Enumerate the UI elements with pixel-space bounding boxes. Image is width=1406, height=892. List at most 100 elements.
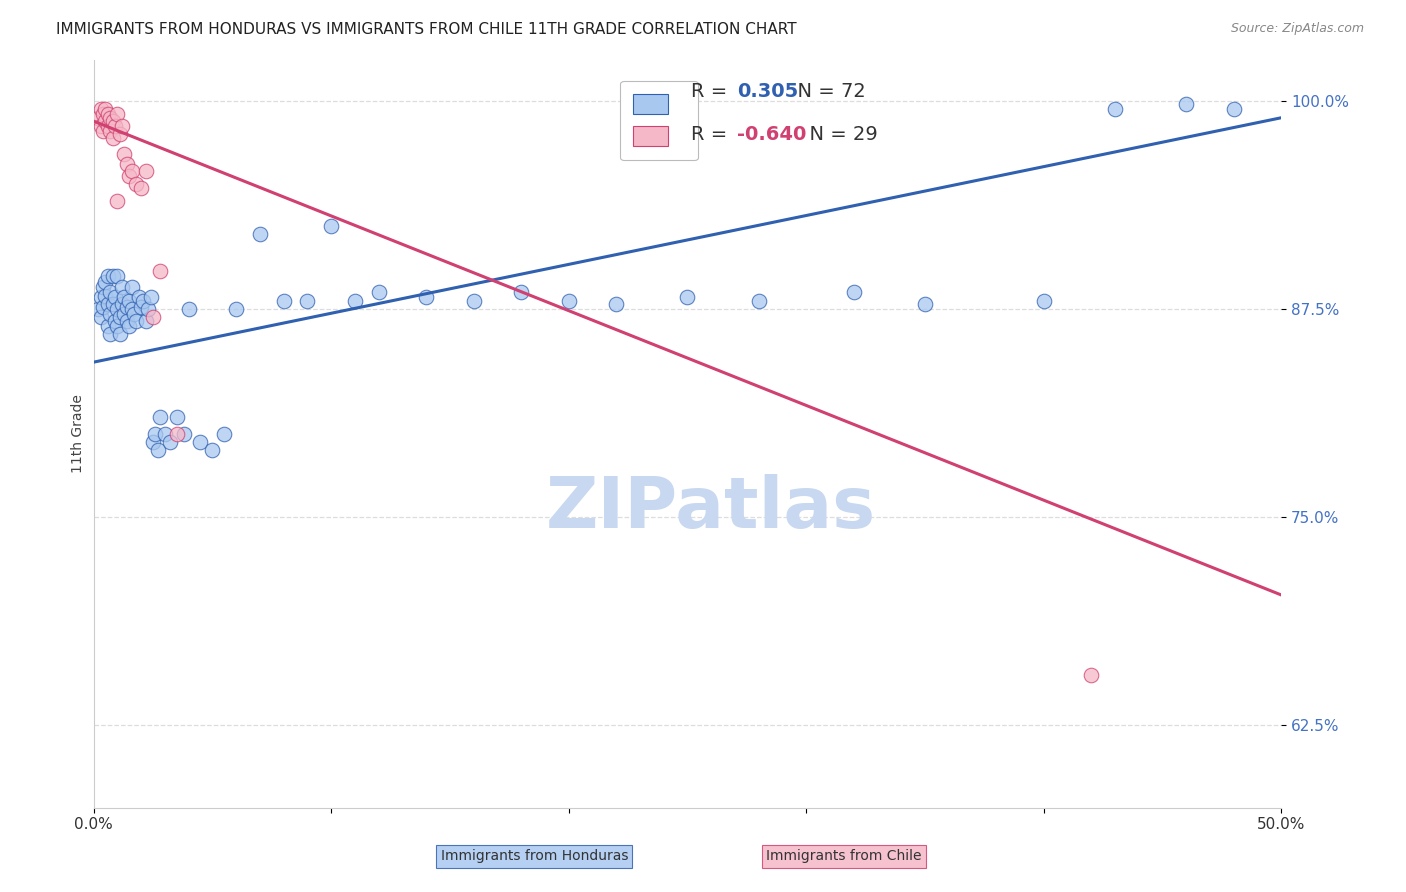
Point — [1222, 103, 1244, 117]
Point — [91, 280, 114, 294]
Point — [136, 301, 159, 316]
Point — [94, 276, 117, 290]
Point — [166, 410, 188, 425]
Point — [135, 164, 157, 178]
Point — [108, 128, 131, 142]
Point — [118, 318, 141, 333]
Point — [367, 285, 389, 300]
Point — [91, 124, 114, 138]
Point — [115, 313, 138, 327]
Point — [201, 443, 224, 458]
Point — [98, 285, 121, 300]
Point — [90, 103, 112, 117]
Point — [97, 318, 120, 333]
Legend: , : , — [620, 80, 697, 161]
Point — [101, 297, 124, 311]
Point — [114, 307, 136, 321]
Text: ZIPatlas: ZIPatlas — [546, 474, 876, 543]
Point — [108, 326, 131, 341]
Point — [98, 124, 121, 138]
Point — [1080, 667, 1102, 681]
Point — [842, 285, 865, 300]
Point — [91, 301, 114, 315]
Point — [90, 310, 112, 325]
Text: 0.305: 0.305 — [737, 82, 799, 101]
Point — [149, 264, 172, 278]
Point — [142, 310, 165, 325]
Point — [97, 297, 120, 311]
Point — [114, 290, 136, 304]
Point — [166, 426, 188, 441]
Point — [914, 297, 936, 311]
Point — [146, 443, 169, 458]
Point — [104, 290, 127, 304]
Point — [132, 293, 155, 308]
Point — [121, 280, 143, 294]
Y-axis label: 11th Grade: 11th Grade — [72, 394, 86, 473]
Point — [121, 164, 143, 178]
Text: -0.640: -0.640 — [737, 125, 807, 144]
Point — [94, 103, 117, 117]
Point — [105, 318, 128, 333]
Point — [273, 293, 295, 308]
Point — [115, 157, 138, 171]
Point — [748, 293, 770, 308]
Point — [129, 180, 152, 194]
Point — [94, 114, 117, 128]
Point — [122, 307, 145, 321]
Point — [111, 119, 134, 133]
Point — [135, 313, 157, 327]
Point — [463, 293, 485, 308]
Point — [97, 268, 120, 283]
Point — [104, 119, 127, 133]
Point — [105, 194, 128, 208]
Point — [129, 301, 152, 315]
Point — [297, 293, 319, 308]
Point — [1032, 293, 1054, 308]
Point — [114, 147, 136, 161]
Point — [212, 426, 235, 441]
Point — [676, 290, 699, 304]
Point — [87, 301, 110, 316]
Point — [91, 107, 114, 121]
Point — [90, 119, 112, 133]
Point — [125, 313, 148, 327]
Point — [101, 268, 124, 283]
Point — [159, 434, 181, 449]
Point — [105, 268, 128, 283]
Point — [97, 107, 120, 121]
Point — [101, 130, 124, 145]
Text: N = 72: N = 72 — [785, 82, 866, 101]
Point — [149, 410, 172, 425]
Point — [605, 297, 627, 311]
Point — [87, 111, 110, 125]
Point — [225, 301, 247, 316]
Point — [105, 301, 128, 316]
Point — [139, 290, 162, 304]
Point — [125, 178, 148, 192]
Point — [115, 301, 138, 315]
Point — [249, 227, 271, 242]
Point — [142, 434, 165, 449]
Point — [190, 434, 212, 449]
Point — [108, 310, 131, 325]
Text: R =: R = — [690, 125, 734, 144]
Point — [111, 280, 134, 294]
Point — [177, 301, 200, 316]
Point — [98, 326, 121, 341]
Point — [118, 293, 141, 308]
Point — [104, 313, 127, 327]
Point — [118, 169, 141, 183]
Point — [121, 301, 143, 316]
Point — [143, 426, 166, 441]
Point — [1104, 103, 1126, 117]
Point — [173, 426, 195, 441]
Point — [90, 290, 112, 304]
Point — [101, 114, 124, 128]
Text: N = 29: N = 29 — [797, 125, 877, 144]
Point — [98, 111, 121, 125]
Text: IMMIGRANTS FROM HONDURAS VS IMMIGRANTS FROM CHILE 11TH GRADE CORRELATION CHART: IMMIGRANTS FROM HONDURAS VS IMMIGRANTS F… — [56, 22, 797, 37]
Point — [105, 107, 128, 121]
Point — [128, 290, 150, 304]
Point — [1175, 97, 1198, 112]
